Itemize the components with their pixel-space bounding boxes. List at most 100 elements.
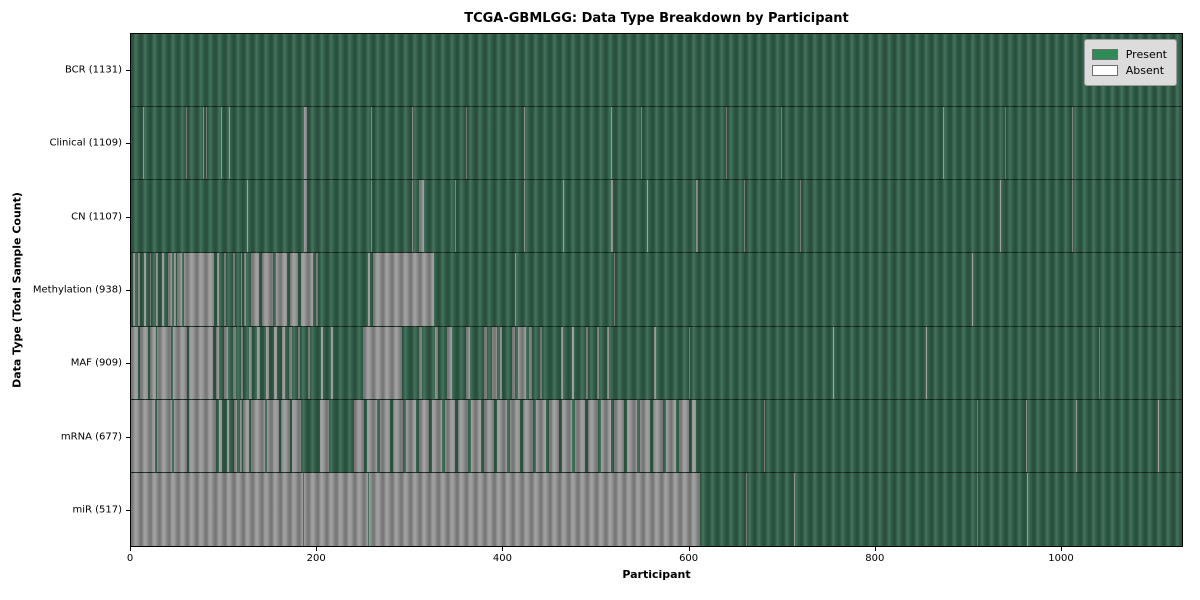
y-tick-label-bcr: BCR (1131) [64, 64, 122, 76]
absent-segment [354, 399, 365, 472]
absent-segment [138, 253, 141, 326]
heatmap-row-clinical [131, 107, 1182, 181]
x-tick-label: 400 [492, 553, 512, 564]
absent-segment [695, 180, 698, 253]
legend-label-absent: Absent [1125, 64, 1165, 77]
absent-segment [131, 326, 139, 399]
absent-segment [291, 399, 302, 472]
absent-segment [572, 326, 575, 399]
plot-area: Present Absent [130, 33, 1183, 547]
absent-segment [149, 326, 157, 399]
absent-segment [144, 253, 146, 326]
x-tick-mark [316, 547, 318, 551]
absent-segment [228, 107, 230, 180]
y-tick-mark [126, 216, 130, 218]
absent-segment [219, 399, 223, 472]
absent-segment [491, 326, 498, 399]
legend-entry-present: Present [1091, 48, 1167, 61]
absent-segment [368, 472, 700, 546]
absent-segment [217, 253, 220, 326]
absent-segment [223, 253, 226, 326]
absent-segment [307, 326, 311, 399]
absent-segment [653, 399, 664, 472]
absent-segment [380, 399, 391, 472]
absent-segment [976, 399, 978, 472]
absent-segment [157, 399, 172, 472]
absent-segment [265, 326, 269, 399]
absent-segment [528, 326, 533, 399]
absent-segment [188, 326, 213, 399]
absent-segment [832, 326, 834, 399]
absent-segment [240, 326, 244, 399]
x-tick-label: 1000 [1048, 553, 1074, 564]
absent-segment [511, 326, 515, 399]
y-tick-label-cn: CN (1107) [71, 211, 122, 223]
absent-segment [298, 326, 301, 399]
absent-segment [1026, 472, 1028, 546]
absent-segment [223, 326, 228, 399]
absent-segment [156, 253, 158, 326]
y-tick-mark [126, 69, 130, 71]
x-tick-label: 0 [126, 553, 134, 564]
absent-segment [172, 326, 187, 399]
legend-entry-absent: Absent [1091, 64, 1167, 77]
absent-segment [131, 399, 156, 472]
absent-segment [244, 253, 247, 326]
absent-segment [499, 326, 502, 399]
absent-segment [445, 399, 456, 472]
absent-segment [143, 107, 144, 180]
absent-segment [233, 326, 236, 399]
absent-segment [240, 253, 243, 326]
absent-segment [971, 253, 973, 326]
absent-segment [280, 399, 290, 472]
heatmap-row-methylation [131, 253, 1182, 327]
absent-segment [315, 253, 318, 326]
absent-segment [563, 180, 565, 253]
absent-segment [239, 399, 242, 472]
absent-segment [471, 399, 482, 472]
absent-segment [601, 399, 612, 472]
absent-segment [562, 399, 573, 472]
absent-segment [274, 326, 277, 399]
x-tick-mark [1061, 547, 1063, 551]
absent-segment [781, 107, 783, 180]
absent-segment [411, 107, 413, 180]
absent-segment [517, 326, 526, 399]
absent-segment [140, 326, 148, 399]
absent-segment [549, 399, 560, 472]
legend-swatch-absent [1091, 65, 1118, 76]
absent-segment [168, 253, 172, 326]
absent-segment [321, 326, 324, 399]
absent-segment [610, 180, 614, 253]
absent-segment [234, 399, 237, 472]
absent-segment [446, 326, 452, 399]
absent-segment [458, 399, 469, 472]
absent-segment [411, 180, 413, 253]
y-tick-label-clinical: Clinical (1109) [49, 137, 123, 149]
absent-segment [226, 399, 230, 472]
absent-segment [943, 107, 945, 180]
absent-segment [303, 180, 307, 253]
absent-segment [497, 399, 508, 472]
y-tick-mark [126, 363, 130, 365]
heatmap-row-mrna [131, 399, 1182, 473]
absent-segment [514, 253, 516, 326]
absent-segment [1025, 399, 1027, 472]
absent-segment [614, 399, 625, 472]
absent-segment [597, 326, 600, 399]
absent-segment [510, 399, 521, 472]
x-tick-mark [130, 547, 131, 551]
absent-segment [372, 253, 434, 326]
y-tick-mark [126, 290, 130, 291]
absent-segment [262, 253, 274, 326]
absent-segment [185, 107, 187, 180]
absent-segment [131, 472, 303, 546]
absent-segment [654, 326, 657, 399]
x-tick-label: 800 [865, 553, 885, 564]
absent-segment [275, 253, 288, 326]
absent-segment [976, 472, 978, 546]
absent-segment [303, 107, 307, 180]
absent-segment [221, 107, 223, 180]
y-tick-label-mir: miR (517) [72, 504, 122, 516]
absent-segment [614, 253, 616, 326]
